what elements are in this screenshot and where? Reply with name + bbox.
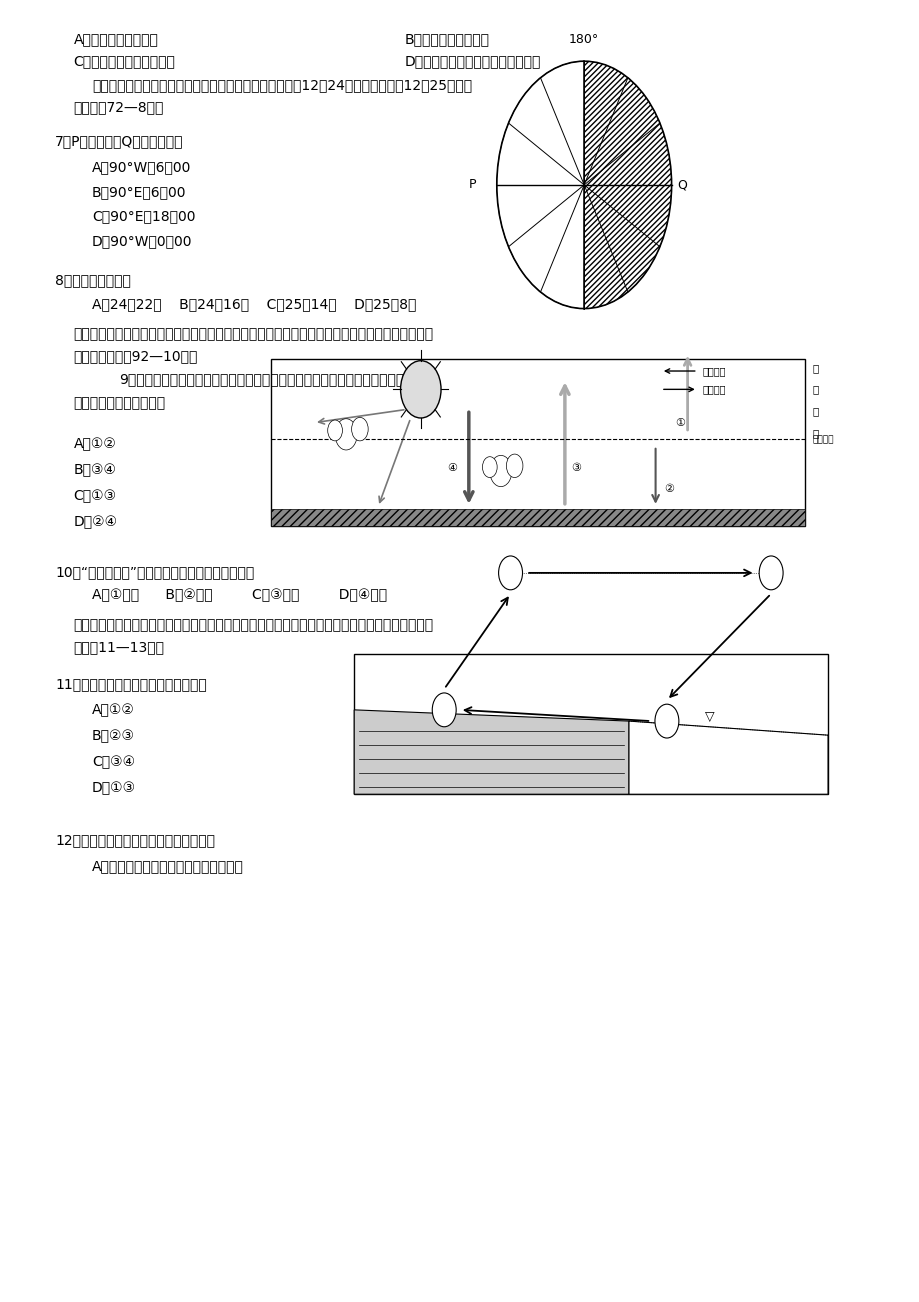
- Polygon shape: [629, 721, 827, 794]
- Text: ①: ①: [439, 704, 448, 715]
- Text: A．甲纬度低于乙纬度: A．甲纬度低于乙纬度: [74, 33, 158, 47]
- Text: ①: ①: [675, 418, 685, 427]
- Text: 太阳: 太阳: [414, 384, 426, 395]
- Circle shape: [489, 456, 511, 487]
- Circle shape: [482, 457, 496, 478]
- Circle shape: [758, 556, 782, 590]
- Text: D．①③: D．①③: [92, 781, 136, 796]
- Text: 大气上界: 大气上界: [811, 435, 833, 444]
- Text: ④: ④: [505, 568, 515, 578]
- Text: 12．关于热力环流的成因，说法正确的是: 12．关于热力环流的成因，说法正确的是: [55, 833, 215, 848]
- Bar: [271, 359, 804, 526]
- Circle shape: [432, 693, 456, 727]
- Text: 气保温作用直接相关的有: 气保温作用直接相关的有: [74, 396, 165, 410]
- Wedge shape: [496, 61, 584, 309]
- Circle shape: [351, 418, 368, 441]
- Text: ▽: ▽: [704, 711, 713, 724]
- Text: B．③④: B．③④: [74, 464, 117, 478]
- Circle shape: [400, 361, 440, 418]
- Text: A．24日22时    B．24日16时    C．25日14时    D．25日8时: A．24日22时 B．24日16时 C．25日14时 D．25日8时: [92, 297, 416, 311]
- Text: 宇: 宇: [811, 363, 818, 372]
- Text: A．大气运动能量的根本来源是太阳辐射: A．大气运动能量的根本来源是太阳辐射: [92, 859, 244, 874]
- Text: 180°: 180°: [569, 33, 598, 46]
- Text: 图回筄11—13题。: 图回筄11—13题。: [74, 641, 165, 655]
- Text: 长波辐射: 长波辐射: [701, 384, 725, 395]
- Text: B．90°E，6：00: B．90°E，6：00: [92, 185, 187, 199]
- Text: Q: Q: [676, 178, 686, 191]
- Text: 间: 间: [811, 427, 818, 437]
- Text: 意图。读图完成92—10题。: 意图。读图完成92—10题。: [74, 349, 198, 363]
- Text: P: P: [469, 178, 476, 191]
- Text: 空: 空: [811, 406, 818, 417]
- Circle shape: [335, 419, 357, 450]
- Text: 10．“高处不胜寒”说明低层大气主要的直接热源是: 10．“高处不胜寒”说明低层大气主要的直接热源是: [55, 565, 255, 579]
- Text: 图，完成72—8题。: 图，完成72—8题。: [74, 100, 164, 115]
- Circle shape: [654, 704, 678, 738]
- Text: D．北印度洋洋流呈顺时针方向流动: D．北印度洋洋流呈顺时针方向流动: [404, 55, 540, 69]
- Text: C．南极圈内极昼范围扩大: C．南极圈内极昼范围扩大: [74, 55, 176, 69]
- Text: C．③④: C．③④: [92, 755, 135, 769]
- Circle shape: [327, 421, 342, 441]
- Text: 海洋: 海洋: [733, 762, 750, 776]
- Text: D．90°W，0：00: D．90°W，0：00: [92, 234, 192, 249]
- Text: A．①辐射      B．②辐射         C．③辐射         D．④辐射: A．①辐射 B．②辐射 C．③辐射 D．④辐射: [92, 589, 387, 603]
- Text: A．①②: A．①②: [92, 703, 135, 717]
- Text: B．地球公转速度加快: B．地球公转速度加快: [404, 33, 489, 47]
- Text: C．90°E，18：00: C．90°E，18：00: [92, 210, 196, 224]
- Text: ③: ③: [766, 568, 775, 578]
- Text: C．①③: C．①③: [74, 490, 117, 504]
- Text: ②: ②: [664, 484, 674, 495]
- Text: A．90°W，6：00: A．90°W，6：00: [92, 160, 191, 174]
- Text: ②: ②: [662, 716, 671, 727]
- Text: ④: ④: [447, 462, 457, 473]
- Bar: [271, 509, 804, 526]
- Wedge shape: [584, 61, 671, 309]
- Bar: [354, 654, 827, 794]
- Text: 影视剧中女主角往往面朝大海，在海风吹拂下长发向后飘。下图是某海滨地区热力环流示意图。读: 影视剧中女主角往往面朝大海，在海风吹拂下长发向后飘。下图是某海滨地区热力环流示意…: [74, 618, 433, 633]
- Text: 11．图中气温最高和气压最低的分别是: 11．图中气温最高和气压最低的分别是: [55, 677, 207, 691]
- Polygon shape: [354, 710, 629, 794]
- Text: B．②③: B．②③: [92, 729, 135, 743]
- Circle shape: [505, 454, 522, 478]
- Circle shape: [498, 556, 522, 590]
- Text: 宙: 宙: [811, 384, 818, 395]
- Text: ③: ③: [571, 462, 580, 473]
- Text: 短波辐射: 短波辐射: [701, 366, 725, 376]
- Text: A．①②: A．①②: [74, 437, 117, 452]
- Text: 大气中二氧化碳含量增多导致全球气候变化，已成为全球关注的热点问题。下图为地球热量平衡示: 大气中二氧化碳含量增多导致全球气候变化，已成为全球关注的热点问题。下图为地球热量…: [74, 327, 433, 341]
- Text: 7．P点的经度和Q地方时分别为: 7．P点的经度和Q地方时分别为: [55, 134, 184, 148]
- Text: 下图为以极点为中心的部分地区投影图，图中空白部分为12月24日，阴影部分为12月25日。读: 下图为以极点为中心的部分地区投影图，图中空白部分为12月24日，阴影部分为12月…: [92, 78, 471, 92]
- Text: 陆地: 陆地: [464, 747, 481, 762]
- Text: 9．二氧化碳含量增多，导致大气对地面保温作用增强。下列数字所示环节与大: 9．二氧化碳含量增多，导致大气对地面保温作用增强。下列数字所示环节与大: [119, 372, 413, 387]
- Text: 8．此时北京时间为: 8．此时北京时间为: [55, 273, 130, 288]
- Text: D．②④: D．②④: [74, 516, 118, 530]
